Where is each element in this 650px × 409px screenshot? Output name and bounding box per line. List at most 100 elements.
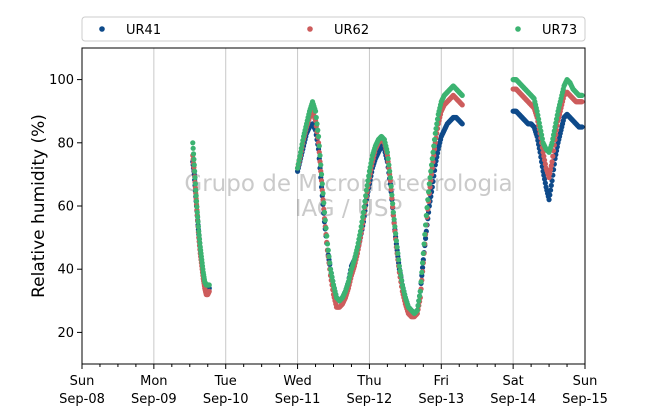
data-point [541,176,548,182]
data-point [428,168,434,174]
data-point [550,136,556,142]
data-point [354,244,361,250]
legend-marker-UR62 [307,26,313,32]
y-axis: 20 40 60 80 100 [49,73,82,341]
data-point [417,288,423,294]
data-point [419,269,425,275]
data-point [318,171,325,177]
data-point [397,268,403,274]
x-tick-label: Sep-13 [418,392,464,407]
data-point [579,124,585,130]
data-point [368,160,374,166]
data-point [429,156,435,162]
data-point [579,99,585,105]
data-point [425,197,431,203]
data-point [396,257,402,263]
data-point [393,231,399,237]
data-point [194,209,200,215]
data-point [392,223,398,230]
data-point [363,187,370,193]
data-point [424,204,430,211]
data-point [422,231,428,238]
data-point [364,182,370,189]
data-point [396,263,402,269]
data-point [547,167,554,173]
data-point [549,140,555,146]
x-tick-label: Fri [434,374,450,389]
data-points [190,77,585,320]
data-point [384,149,390,155]
data-point [358,223,364,230]
data-point [546,174,552,181]
data-point [313,114,319,121]
x-tick-label: Mon [140,374,167,389]
data-point [360,214,366,220]
data-point [538,132,545,138]
data-point [190,145,196,151]
data-point [369,156,375,162]
data-point [195,214,201,220]
data-point [366,173,372,179]
data-point [190,151,197,157]
data-point [295,161,301,167]
data-point [326,253,332,260]
data-point [552,124,558,130]
data-point [537,124,543,130]
data-point [194,204,200,210]
data-point [427,174,433,181]
data-point [579,92,585,98]
data-point [431,143,437,149]
data-point [387,168,393,174]
data-point [367,164,373,170]
data-point [550,153,556,159]
data-point [193,198,200,204]
data-point [327,260,333,266]
data-point [419,260,426,266]
data-point [195,219,201,225]
data-point [541,172,547,178]
data-point [535,112,541,118]
data-point [192,181,198,187]
data-point [191,156,197,162]
data-point [328,270,334,276]
data-point [299,141,305,147]
data-point [294,165,301,171]
data-point [414,307,420,313]
data-point [421,241,427,247]
x-tick-label: Sep-12 [347,392,393,407]
data-point [316,143,322,149]
data-point [391,216,397,223]
data-point [325,247,331,253]
data-point [192,174,198,181]
data-point [360,209,367,215]
data-point [539,136,545,142]
data-point [323,225,329,231]
x-tick-label: Wed [283,374,311,389]
data-point [415,302,421,309]
data-point [355,240,361,246]
data-point [416,293,423,299]
data-point [357,228,364,234]
data-point [296,157,302,163]
data-point [394,244,400,250]
data-point [312,108,319,114]
data-point [390,209,396,215]
legend-box [81,16,586,42]
data-point [459,102,465,108]
data-point [553,120,559,126]
legend-label-UR41: UR41 [126,23,161,38]
data-point [319,181,325,187]
y-tick-label: 80 [57,136,74,151]
data-point [324,241,331,247]
x-tick-label: Sep-09 [131,392,177,407]
data-point [423,212,429,219]
data-point [549,159,555,165]
y-tick-label: 100 [49,73,74,88]
legend: UR41 UR62 UR73 [81,16,586,42]
legend-marker-UR73 [515,26,521,32]
data-point [459,92,465,98]
data-point [395,250,401,256]
data-point [192,168,198,174]
data-point [393,238,399,244]
legend-marker-UR41 [99,26,105,32]
